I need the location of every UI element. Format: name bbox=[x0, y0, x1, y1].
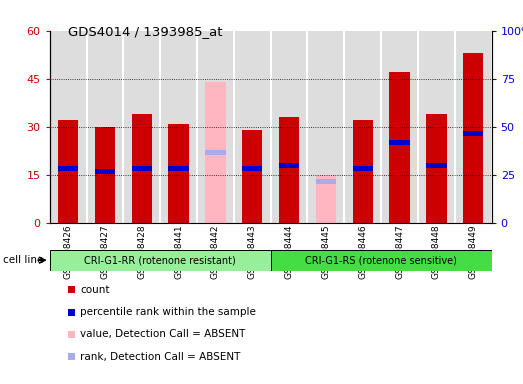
Bar bbox=[168, 124, 189, 223]
Bar bbox=[168, 166, 189, 171]
Bar bbox=[463, 131, 483, 136]
Bar bbox=[95, 169, 115, 174]
Bar bbox=[58, 120, 78, 223]
Text: CRI-G1-RS (rotenone sensitive): CRI-G1-RS (rotenone sensitive) bbox=[305, 255, 457, 265]
Bar bbox=[390, 72, 410, 223]
Bar bbox=[58, 166, 78, 171]
Bar bbox=[95, 127, 115, 223]
Text: CRI-G1-RR (rotenone resistant): CRI-G1-RR (rotenone resistant) bbox=[84, 255, 236, 265]
Bar bbox=[271, 250, 492, 271]
Bar bbox=[206, 82, 225, 223]
Text: GDS4014 / 1393985_at: GDS4014 / 1393985_at bbox=[68, 25, 222, 38]
Bar bbox=[426, 114, 447, 223]
Text: percentile rank within the sample: percentile rank within the sample bbox=[80, 307, 256, 317]
Bar bbox=[316, 175, 336, 223]
Bar bbox=[132, 114, 152, 223]
Bar bbox=[316, 179, 336, 184]
Bar bbox=[279, 117, 299, 223]
Bar bbox=[206, 150, 225, 155]
Text: cell line: cell line bbox=[3, 255, 43, 265]
Bar bbox=[132, 166, 152, 171]
Bar bbox=[426, 163, 447, 167]
Bar bbox=[353, 120, 373, 223]
Text: count: count bbox=[80, 285, 110, 295]
Bar bbox=[353, 166, 373, 171]
Bar bbox=[463, 53, 483, 223]
Bar bbox=[50, 250, 271, 271]
Bar bbox=[242, 166, 263, 171]
Text: rank, Detection Call = ABSENT: rank, Detection Call = ABSENT bbox=[80, 352, 241, 362]
Bar bbox=[279, 163, 299, 167]
Bar bbox=[390, 140, 410, 145]
Text: value, Detection Call = ABSENT: value, Detection Call = ABSENT bbox=[80, 329, 245, 339]
Bar bbox=[242, 130, 263, 223]
